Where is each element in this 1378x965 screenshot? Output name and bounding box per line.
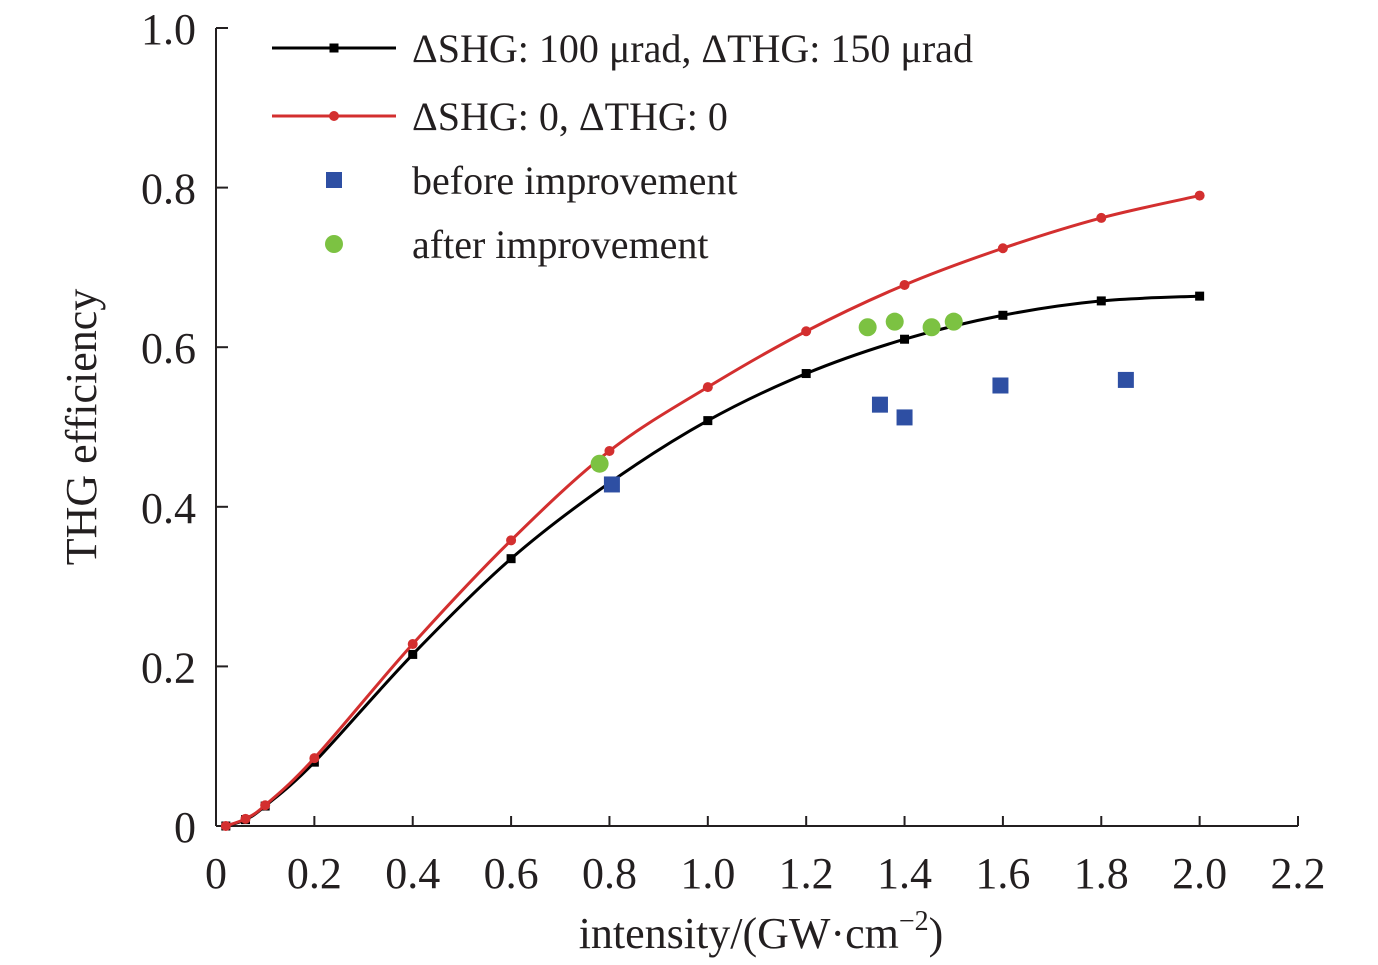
data-point-square — [603, 476, 620, 493]
data-point-circle — [329, 111, 339, 121]
legend-label: before improvement — [412, 158, 737, 203]
data-point-circle — [1096, 212, 1107, 223]
data-point-circle — [407, 639, 418, 650]
data-point-square — [900, 334, 910, 344]
series-line — [225, 294, 1200, 828]
data-point-square — [408, 649, 418, 659]
data-point-circle — [260, 800, 271, 811]
data-point-square — [801, 369, 811, 379]
data-point-square — [992, 377, 1009, 394]
data-point-square — [1117, 371, 1134, 388]
data-point-square — [1096, 296, 1106, 306]
series-0 — [221, 291, 1205, 831]
x-tick-label: 2.2 — [1271, 849, 1326, 898]
data-point-square — [506, 554, 516, 564]
tick-labels: 0 0.2 0.4 0.6 0.8 1.0 1.2 1.4 1.6 1.8 2.0 2.2 0 0.2 0.… — [141, 5, 1326, 898]
series-3 — [590, 312, 963, 473]
data-point-circle — [922, 318, 941, 337]
x-tick-label: 0.2 — [287, 849, 342, 898]
y-tick-label: 1.0 — [141, 5, 196, 54]
data-point-circle — [309, 753, 320, 764]
data-point-square — [703, 416, 713, 426]
data-point-circle — [506, 535, 517, 546]
x-tick-label: 1.2 — [779, 849, 834, 898]
x-tick-label: 2.0 — [1172, 849, 1227, 898]
legend-label: ΔSHG: 0, ΔTHG: 0 — [412, 94, 728, 139]
legend-item: ΔSHG: 100 μrad, ΔTHG: 150 μrad — [272, 26, 973, 71]
legend: ΔSHG: 100 μrad, ΔTHG: 150 μrad ΔSHG: 0, Δ… — [272, 26, 973, 267]
y-tick-label: 0 — [174, 803, 196, 852]
data-point-square — [329, 43, 339, 53]
x-tick-label: 0 — [205, 849, 227, 898]
data-point-circle — [604, 445, 615, 456]
data-point-circle — [997, 243, 1008, 254]
data-point-square — [896, 409, 913, 426]
x-axis-label-main: intensity/(GW·cm — [579, 909, 899, 958]
data-point-circle — [325, 235, 343, 253]
x-tick-label: 1.6 — [975, 849, 1030, 898]
x-axis-label-superscript: −2 — [899, 906, 929, 937]
legend-label: after improvement — [412, 222, 709, 267]
data-point-circle — [944, 312, 963, 331]
data-point-circle — [1194, 190, 1205, 201]
data-series — [220, 190, 1205, 831]
y-tick-label: 0.6 — [141, 324, 196, 373]
data-point-circle — [899, 279, 910, 290]
series-1 — [220, 190, 1205, 831]
y-axis-label: THG efficiency — [57, 289, 106, 566]
legend-item: after improvement — [325, 222, 709, 267]
y-tick-label: 0.4 — [141, 484, 196, 533]
data-point-circle — [590, 454, 609, 473]
x-tick-label: 1.8 — [1074, 849, 1129, 898]
data-point-circle — [240, 813, 251, 824]
data-point-circle — [885, 312, 904, 331]
x-tick-label: 0.8 — [582, 849, 637, 898]
data-point-square — [326, 172, 342, 188]
y-tick-label: 0.2 — [141, 643, 196, 692]
data-point-circle — [858, 318, 877, 337]
series-2 — [603, 371, 1134, 493]
y-tick-label: 0.8 — [141, 165, 196, 214]
data-point-square — [1195, 291, 1205, 301]
x-axis-label-suffix: ) — [929, 909, 944, 958]
x-axis-label: intensity/(GW·cm−2) — [579, 906, 944, 958]
data-point-circle — [702, 382, 713, 393]
x-tick-label: 1.0 — [680, 849, 735, 898]
x-tick-label: 0.6 — [484, 849, 539, 898]
legend-item: ΔSHG: 0, ΔTHG: 0 — [272, 94, 728, 139]
series-line — [225, 194, 1200, 828]
legend-item: before improvement — [326, 158, 737, 203]
data-point-square — [871, 396, 888, 413]
x-tick-label: 0.4 — [385, 849, 440, 898]
data-point-circle — [220, 821, 231, 831]
x-tick-label: 1.4 — [877, 849, 932, 898]
legend-label: ΔSHG: 100 μrad, ΔTHG: 150 μrad — [412, 26, 973, 71]
data-point-square — [998, 310, 1008, 320]
data-point-circle — [801, 326, 812, 337]
axes — [215, 27, 1299, 827]
